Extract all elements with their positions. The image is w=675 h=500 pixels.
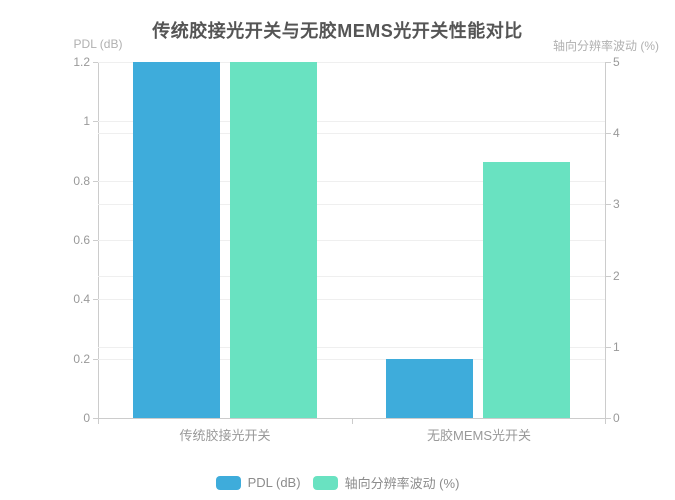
right-axis-tick-label: 1 [613, 340, 620, 354]
left-axis-tick [93, 359, 98, 360]
gridline [98, 204, 605, 205]
legend: PDL (dB) 轴向分辨率波动 (%) [0, 473, 675, 492]
x-axis-label: 传统胶接光开关 [179, 428, 271, 443]
legend-item[interactable]: PDL (dB) [215, 475, 301, 490]
gridline [98, 299, 605, 300]
left-axis-tick [93, 240, 98, 241]
gridline [98, 181, 605, 182]
bar[interactable] [133, 62, 220, 418]
gridline [98, 62, 605, 63]
right-axis-tick [606, 204, 611, 205]
bottom-axis-line [98, 418, 606, 419]
left-axis-tick [93, 181, 98, 182]
left-axis-tick [93, 299, 98, 300]
left-axis-tick-label: 0.4 [73, 292, 90, 306]
right-axis-tick-label: 3 [613, 197, 620, 211]
left-axis-tick-label: 1 [83, 114, 90, 128]
legend-item[interactable]: 轴向分辨率波动 (%) [312, 473, 460, 492]
bar[interactable] [483, 162, 570, 418]
left-axis-tick [93, 121, 98, 122]
gridline [98, 133, 605, 134]
legend-label: 轴向分辨率波动 (%) [344, 476, 460, 491]
right-axis-tick [606, 418, 611, 419]
right-axis-tick-label: 0 [613, 411, 620, 425]
bar[interactable] [386, 359, 473, 418]
gridline [98, 347, 605, 348]
bar[interactable] [230, 62, 317, 418]
left-axis-tick [93, 62, 98, 63]
right-axis-tick [606, 347, 611, 348]
left-axis-tick-label: 0.6 [73, 233, 90, 247]
right-axis-title: 轴向分辨率波动 (%) [553, 39, 659, 53]
x-axis-tick [98, 419, 99, 424]
left-axis-tick-label: 0.2 [73, 352, 90, 366]
left-axis-tick-label: 0 [83, 411, 90, 425]
legend-marker-icon [312, 475, 338, 490]
right-axis-tick-label: 5 [613, 55, 620, 69]
legend-label: PDL (dB) [247, 475, 301, 490]
right-axis-tick [606, 133, 611, 134]
legend-marker-icon [215, 475, 241, 490]
right-axis-line [605, 62, 606, 419]
plot-area [98, 62, 605, 418]
right-axis-tick-label: 4 [613, 126, 620, 140]
x-axis-tick [352, 419, 353, 424]
gridline [98, 276, 605, 277]
gridline [98, 121, 605, 122]
right-axis-tick [606, 62, 611, 63]
right-axis-tick [606, 276, 611, 277]
gridline [98, 240, 605, 241]
chart-title: 传统胶接光开关与无胶MEMS光开关性能对比 [152, 21, 523, 41]
gridline [98, 359, 605, 360]
x-axis-tick [605, 419, 606, 424]
left-axis-title: PDL (dB) [73, 37, 123, 51]
x-axis-label: 无胶MEMS光开关 [426, 428, 531, 443]
left-axis-tick [93, 418, 98, 419]
right-axis-tick-label: 2 [613, 269, 620, 283]
left-axis-tick-label: 1.2 [73, 55, 90, 69]
left-axis-tick-label: 0.8 [73, 174, 90, 188]
